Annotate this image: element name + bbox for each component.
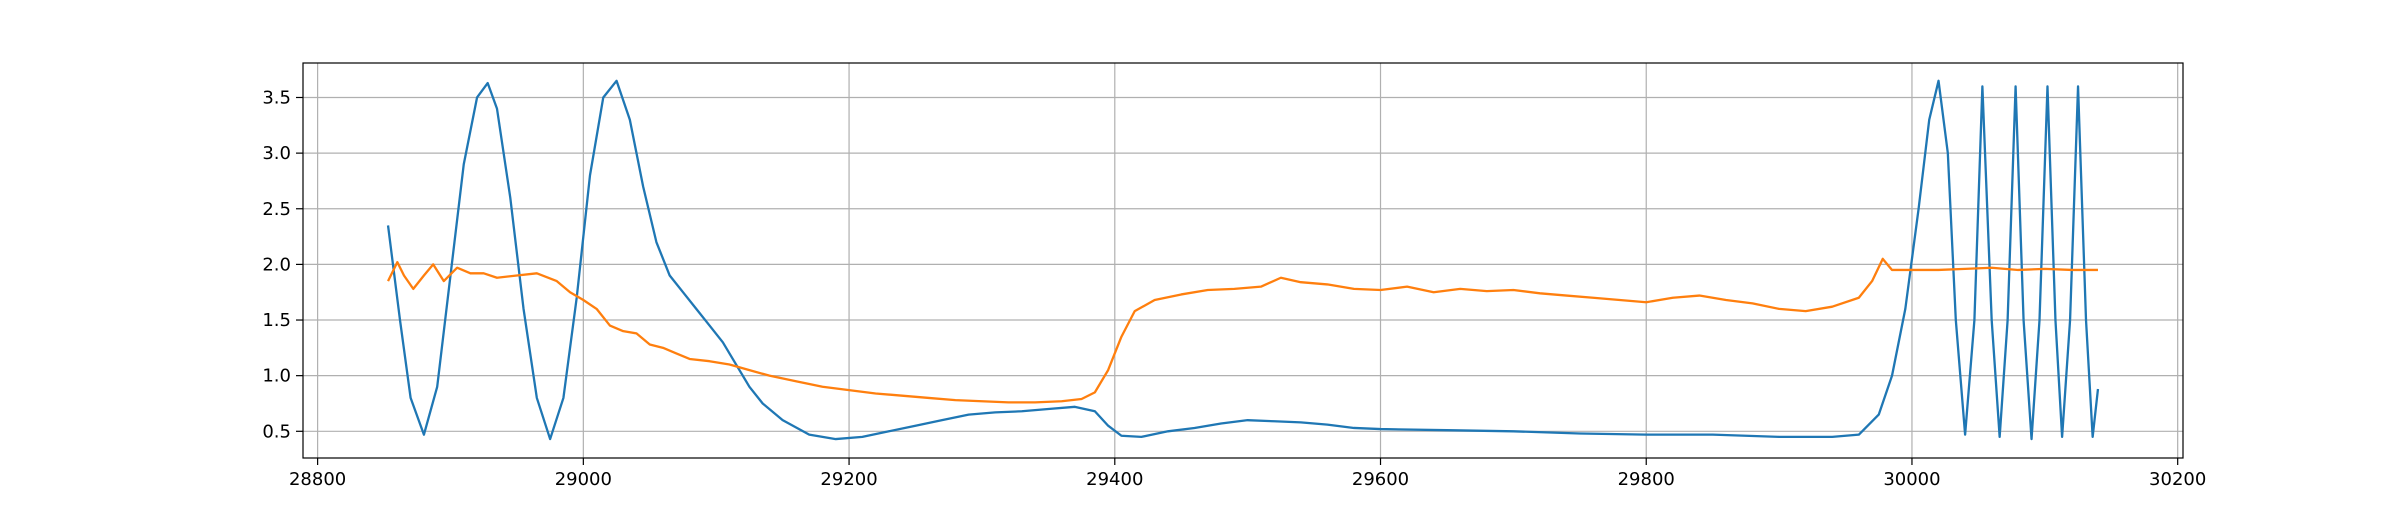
grid	[303, 63, 2183, 458]
y-tick-label: 3.0	[262, 143, 291, 164]
plot-area	[386, 79, 2100, 441]
axes-frame	[302, 62, 2184, 459]
series-line	[386, 257, 2098, 404]
axes: 28800 29000 29200 29400 29600 29800 30000 30200…	[262, 62, 2206, 490]
y-tick-label: 1.0	[262, 366, 291, 387]
series-line	[386, 79, 2100, 441]
x-tick-label: 28800	[289, 469, 346, 490]
y-tick-label: 0.5	[262, 421, 291, 442]
x-tick-label: 30200	[2149, 469, 2206, 490]
x-tick-label: 29000	[555, 469, 612, 490]
y-tick-label: 1.5	[262, 310, 291, 331]
y-tick-label: 2.5	[262, 199, 291, 220]
x-tick-label: 29800	[1618, 469, 1675, 490]
x-tick-label: 29400	[1086, 469, 1143, 490]
y-tick-label: 3.5	[262, 87, 291, 108]
x-tick-label: 30000	[1883, 469, 1940, 490]
x-tick-label: 29200	[820, 469, 877, 490]
y-tick-label: 2.0	[262, 254, 291, 275]
x-tick-label: 29600	[1352, 469, 1409, 490]
